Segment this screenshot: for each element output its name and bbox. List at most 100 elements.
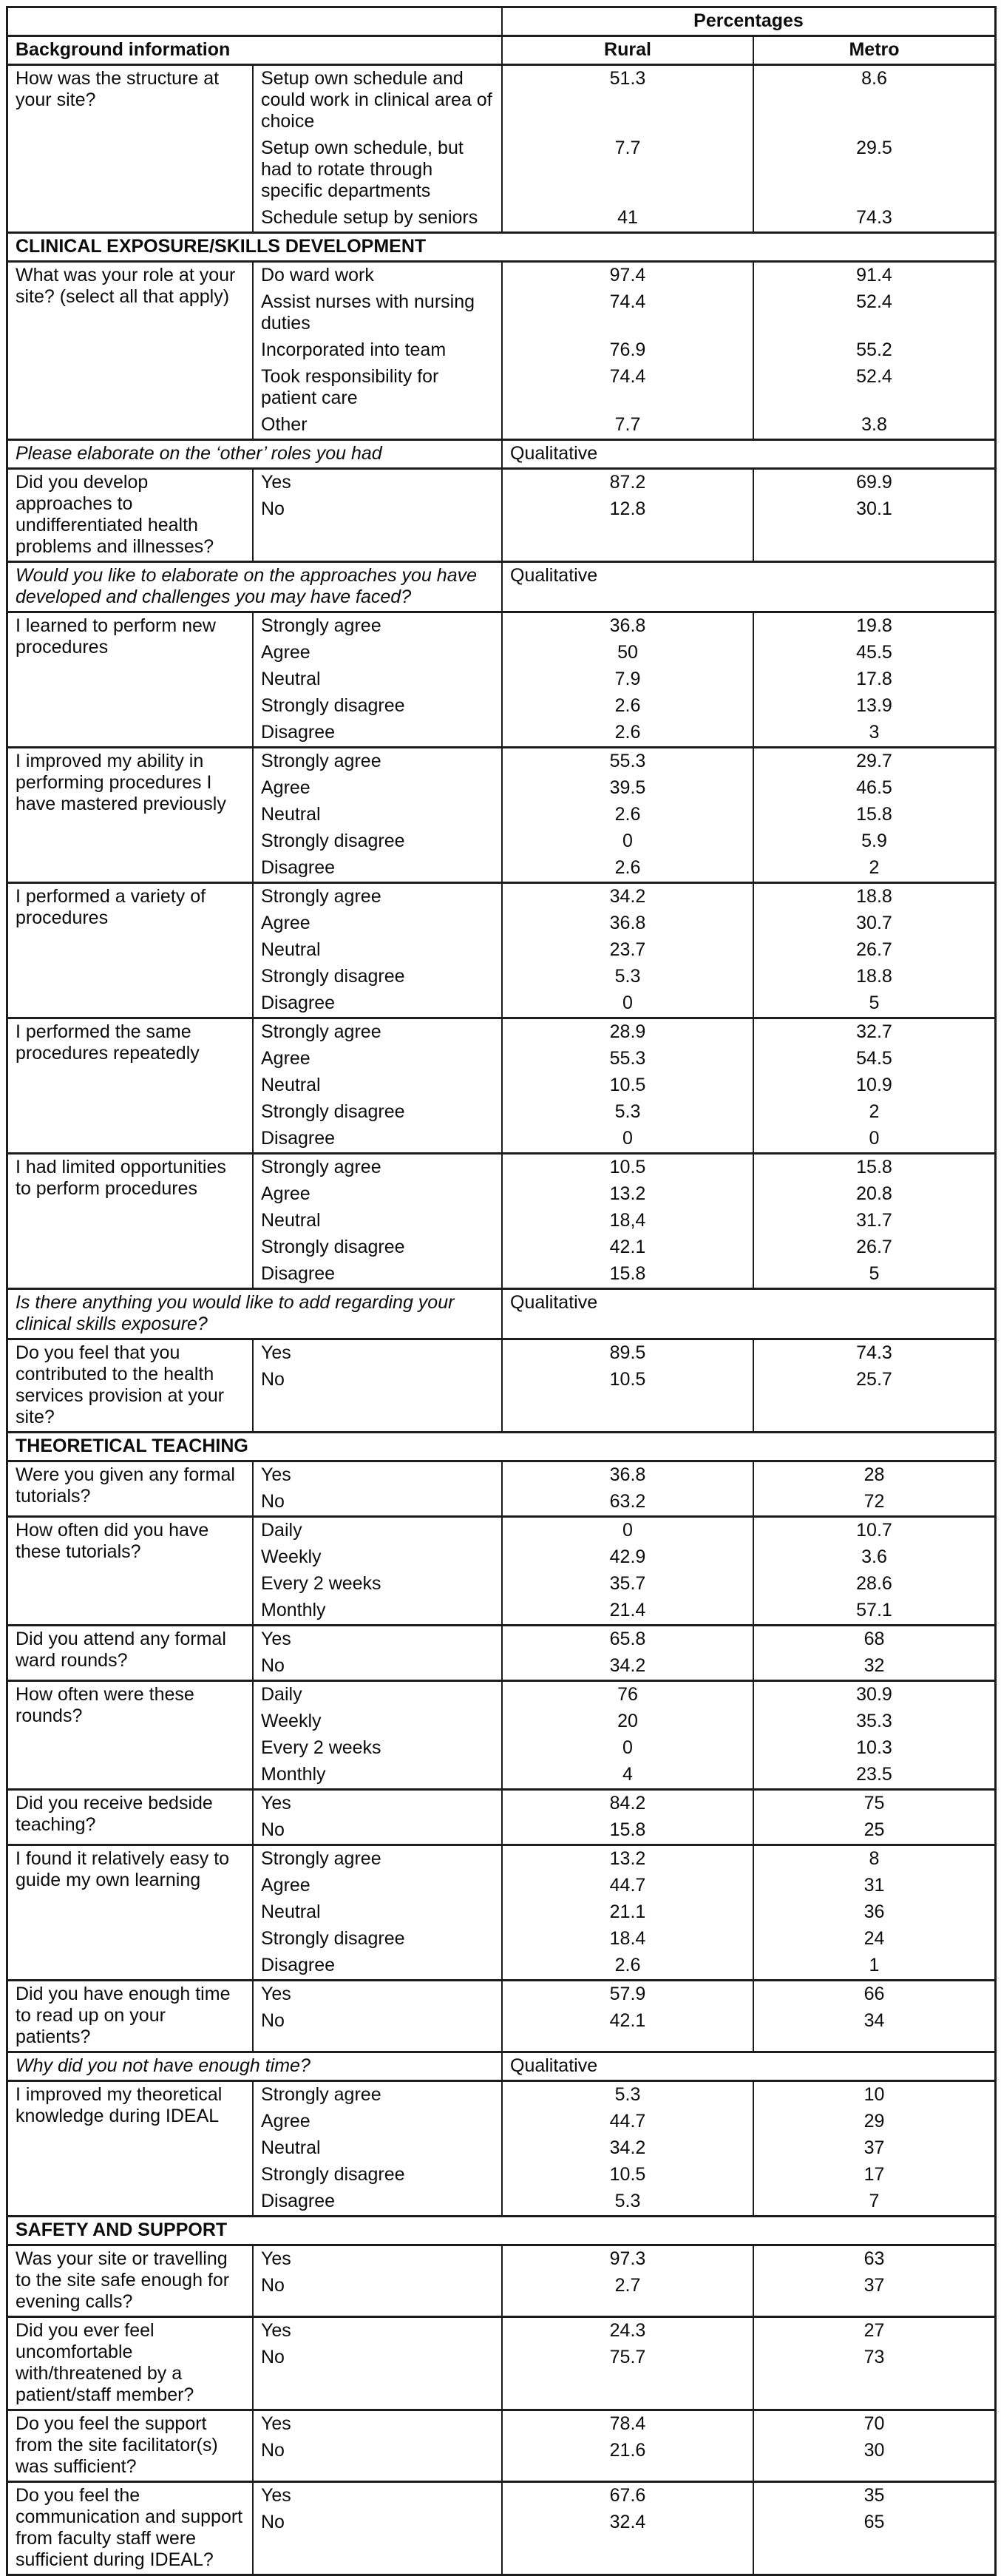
answer-label: Agree [252,1046,501,1072]
answer-row: Disagree 2.6 2 [252,855,994,882]
metro-value: 52.4 [753,289,994,337]
metro-value: 34 [753,2008,994,2051]
answer-items: Strongly agree 34.2 18.8 Agree 36.8 30.7 Neutr… [252,884,994,1017]
rural-value: 76 [501,1682,753,1708]
answer-row: Disagree 2.6 1 [252,1953,994,1979]
qualitative-question: Is there anything you would like to add … [16,1292,455,1334]
rural-value: 84.2 [501,1791,753,1817]
question-cell: Do you feel the support from the site fa… [16,2413,218,2477]
answer-row: Yes 87.2 69.9 [252,470,994,496]
metro-value: 1 [753,1953,994,1979]
metro-value: 24 [753,1926,994,1953]
rural-value: 57.9 [501,1981,753,2008]
rural-value: 42.9 [501,1544,753,1571]
answer-row: Yes 89.5 74.3 [252,1340,994,1367]
metro-value: 32.7 [753,1019,994,1046]
answer-label: Agree [252,2109,501,2135]
answer-label: Took responsibility for patient care [252,364,501,412]
question-row: Did you receive bedside teaching? Yes 84.2… [8,1788,994,1844]
rural-value: 2.6 [501,1953,753,1979]
metro-value: 10 [753,2082,994,2109]
answer-row: Took responsibility for patient care 74.4… [252,364,994,412]
answer-label: No [252,2273,501,2316]
answer-label: Strongly disagree [252,1099,501,1126]
metro-value: 19.8 [753,613,994,640]
metro-value: 2 [753,1099,994,1126]
rural-value: 0 [501,828,753,855]
question-row: How often did you have these tutorials? D… [8,1515,994,1624]
answer-label: Strongly agree [252,1019,501,1046]
qualitative-row: Why did you not have enough time? Qualita… [8,2051,994,2080]
rural-value: 10.5 [501,1072,753,1099]
answer-label: Strongly disagree [252,1234,501,1261]
metro-value: 8.6 [753,66,994,135]
answer-items: Yes 65.8 68 No 34.2 32 [252,1626,994,1680]
answer-label: Agree [252,775,501,802]
rural-value: 50 [501,640,753,666]
metro-value: 68 [753,1626,994,1653]
answer-label: Strongly disagree [252,693,501,720]
answer-row: Strongly disagree 42.1 26.7 [252,1234,994,1261]
answer-label: Strongly agree [252,884,501,910]
question-row: I performed the same procedures repeated… [8,1017,994,1152]
rural-value: 7.7 [501,135,753,205]
answer-label: Strongly disagree [252,1926,501,1953]
answer-label: Yes [252,2483,501,2509]
background-information-header: Background information [16,39,231,60]
rural-value: 5.3 [501,2188,753,2215]
answer-row: Disagree 2.6 3 [252,720,994,746]
rural-value: 15.8 [501,1261,753,1288]
answer-items: Strongly agree 13.2 8 Agree 44.7 31 Neutral 21.… [252,1846,994,1979]
answer-row: Disagree 0 0 [252,1126,994,1152]
answer-row: Agree 55.3 54.5 [252,1046,994,1072]
section-header: THEORETICAL TEACHING [16,1436,248,1456]
rural-value: 51.3 [501,66,753,135]
answer-label: Setup own schedule and could work in cli… [252,66,501,135]
answer-label: Assist nurses with nursing duties [252,289,501,337]
rural-value: 35.7 [501,1571,753,1598]
question-row: I improved my theoretical knowledge duri… [8,2080,994,2215]
answer-row: Neutral 7.9 17.8 [252,666,994,693]
answer-row: Agree 44.7 29 [252,2109,994,2135]
answer-row: Daily 76 30.9 [252,1682,994,1708]
metro-value: 5.9 [753,828,994,855]
question-cell: I performed a variety of procedures [16,886,206,928]
answer-label: Yes [252,2411,501,2438]
metro-value: 15.8 [753,1155,994,1181]
metro-value: 17.8 [753,666,994,693]
answer-row: Daily 0 10.7 [252,1518,994,1544]
question-cell: Did you ever feel uncomfortable with/thr… [16,2320,194,2405]
question-cell: I performed the same procedures repeated… [16,1021,200,1064]
answer-label: Neutral [252,802,501,828]
rural-value: 44.7 [501,1873,753,1899]
qualitative-question: Please elaborate on the ‘other’ roles yo… [16,443,382,464]
answer-label: Neutral [252,1208,501,1234]
rural-value: 10.5 [501,1155,753,1181]
answer-row: No 2.7 37 [252,2273,994,2316]
answer-row: Yes 84.2 75 [252,1791,994,1817]
answer-items: Do ward work 97.4 91.4 Assist nurses with n… [252,263,994,439]
question-cell: Did you attend any formal ward rounds? [16,1629,226,1671]
answer-row: Disagree 15.8 5 [252,1261,994,1288]
metro-value: 2 [753,855,994,882]
rural-value: 5.3 [501,2082,753,2109]
answer-items: Strongly agree 5.3 10 Agree 44.7 29 Neutral 34.… [252,2082,994,2215]
answer-row: No 32.4 65 [252,2509,994,2574]
answer-row: Strongly agree 13.2 8 [252,1846,994,1873]
rural-value: 13.2 [501,1846,753,1873]
answer-label: Weekly [252,1708,501,1735]
question-row: What was your role at your site? (select… [8,260,994,439]
answer-label: Other [252,412,501,439]
answer-label: Strongly agree [252,1155,501,1181]
rural-value: 36.8 [501,613,753,640]
answer-row: Strongly agree 10.5 15.8 [252,1155,994,1181]
answer-row: No 21.6 30 [252,2438,994,2481]
rural-value: 76.9 [501,337,753,364]
metro-value: 69.9 [753,470,994,496]
metro-value: 35 [753,2483,994,2509]
metro-value: 35.3 [753,1708,994,1735]
metro-value: 72 [753,1489,994,1515]
answer-row: No 42.1 34 [252,2008,994,2051]
question-row: Were you given any formal tutorials? Yes 3… [8,1460,994,1515]
survey-results-table: Percentages Background information Rural… [6,6,997,2576]
